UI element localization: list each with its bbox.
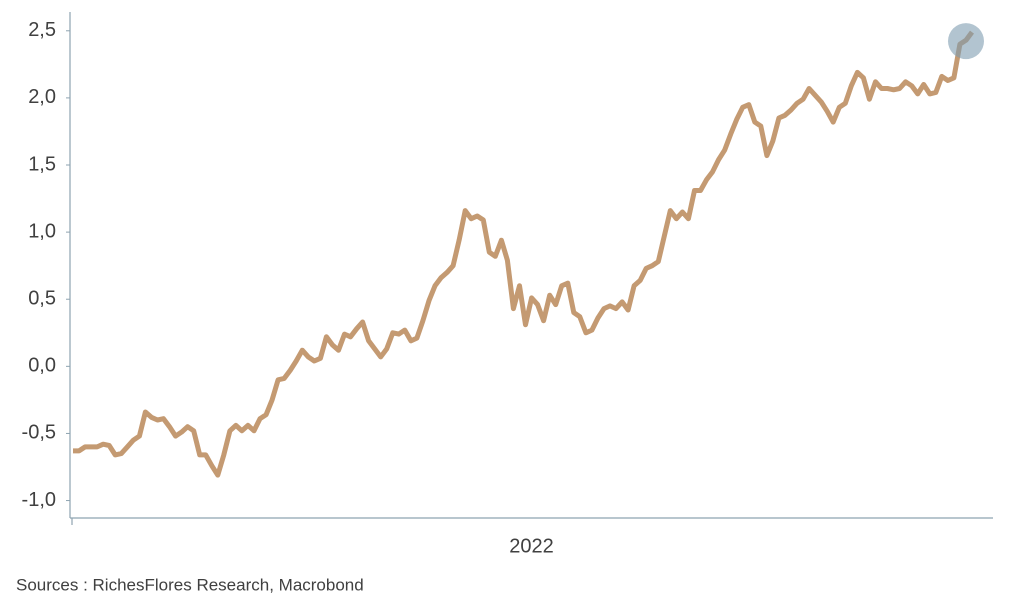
y-tick-label: 1,5	[28, 153, 56, 175]
y-tick-label: 1,0	[28, 220, 56, 242]
source-note: Sources : RichesFlores Research, Macrobo…	[16, 575, 364, 594]
y-tick-label: 0,5	[28, 288, 56, 310]
y-tick-label: 2,0	[28, 86, 56, 108]
data-line	[73, 30, 975, 478]
x-tick-label: 2022	[509, 535, 554, 557]
y-tick-label: -0,5	[22, 422, 56, 444]
y-tick-label: -1,0	[22, 489, 56, 511]
last-point-highlight	[948, 23, 984, 60]
y-tick-label: 0,0	[28, 355, 56, 377]
y-tick-label: 2,5	[28, 19, 56, 41]
